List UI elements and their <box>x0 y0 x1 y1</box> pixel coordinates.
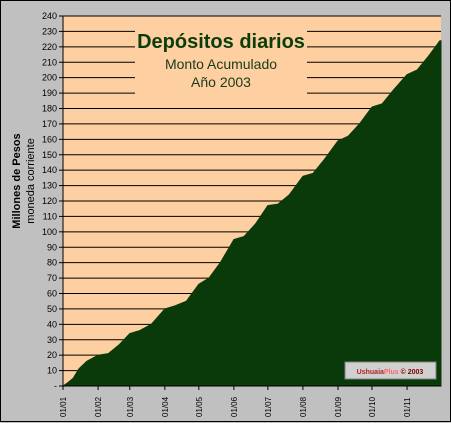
x-tick-label: 01/06 <box>230 396 239 417</box>
y-tick-label: 180 <box>42 104 57 114</box>
y-tick-label: 30 <box>47 335 57 345</box>
y-tick-label: 10 <box>47 366 57 376</box>
x-tick-label: 01/01 <box>59 396 68 417</box>
x-tick-label: 01/09 <box>334 396 343 417</box>
x-tick-label: 01/02 <box>94 396 103 417</box>
y-tick-label: 160 <box>42 134 57 144</box>
x-tick-label: 01/10 <box>368 396 377 417</box>
chart-title: Depósitos diarios <box>137 31 305 53</box>
watermark-part-1: Ushuaia <box>357 369 384 376</box>
watermark-text: UshuaiaPlus © 2003 <box>357 368 424 376</box>
x-tick-label: 01/05 <box>195 396 204 417</box>
y-tick-label: - <box>54 381 57 391</box>
title-block: Depósitos diarios Monto Acumulado Año 20… <box>135 25 307 97</box>
y-tick-label: 230 <box>42 26 57 36</box>
y-tick-label: 70 <box>47 273 57 283</box>
title-background <box>135 25 307 97</box>
watermark: UshuaiaPlus © 2003 <box>344 361 437 380</box>
y-tick-label: 50 <box>47 304 57 314</box>
y-tick-label: 190 <box>42 88 57 98</box>
y-tick-label: 120 <box>42 196 57 206</box>
y-tick-label: 20 <box>47 350 57 360</box>
x-tick-label: 01/08 <box>299 396 308 417</box>
y-tick-label: 170 <box>42 119 57 129</box>
x-tick-label: 01/07 <box>264 396 273 417</box>
y-tick-label: 80 <box>47 258 57 268</box>
y-tick-label: 210 <box>42 57 57 67</box>
area-series-path <box>61 40 442 387</box>
y-tick-label: 220 <box>42 42 57 52</box>
x-tick-label: 01/11 <box>403 397 412 417</box>
area-series <box>61 40 442 387</box>
y-tick-label: 60 <box>47 289 57 299</box>
y-tick-label: 140 <box>42 165 57 175</box>
x-tick-label: 01/03 <box>126 396 135 417</box>
y-axis-sublabel: moneda corriente <box>25 138 37 224</box>
x-tick-label: 01/04 <box>161 396 170 417</box>
chart-subtitle-line2: Año 2003 <box>191 74 251 90</box>
chart-subtitle-line1: Monto Acumulado <box>165 56 277 72</box>
y-tick-label: 130 <box>42 181 57 191</box>
y-tick-label: 110 <box>43 211 57 221</box>
y-axis-label: Millones de Pesos <box>11 133 23 228</box>
watermark-box <box>344 361 437 380</box>
y-tick-labels: - 10 20 30 40 50 60 70 80 90 100 110 120 130 140 150 160… <box>42 11 63 391</box>
watermark-part-2: Plus <box>384 369 399 376</box>
y-tick-label: 240 <box>42 11 57 21</box>
x-tick-labels: 01/01 01/02 01/03 01/04 01/05 01/06 01/07 01/08… <box>59 386 412 417</box>
y-tick-label: 40 <box>47 319 57 329</box>
y-tick-label: 200 <box>42 73 57 83</box>
y-tick-label: 90 <box>47 242 57 252</box>
y-tick-label: 100 <box>42 227 57 237</box>
watermark-part-3: © 2003 <box>399 368 424 376</box>
y-tick-label: 150 <box>42 150 57 160</box>
